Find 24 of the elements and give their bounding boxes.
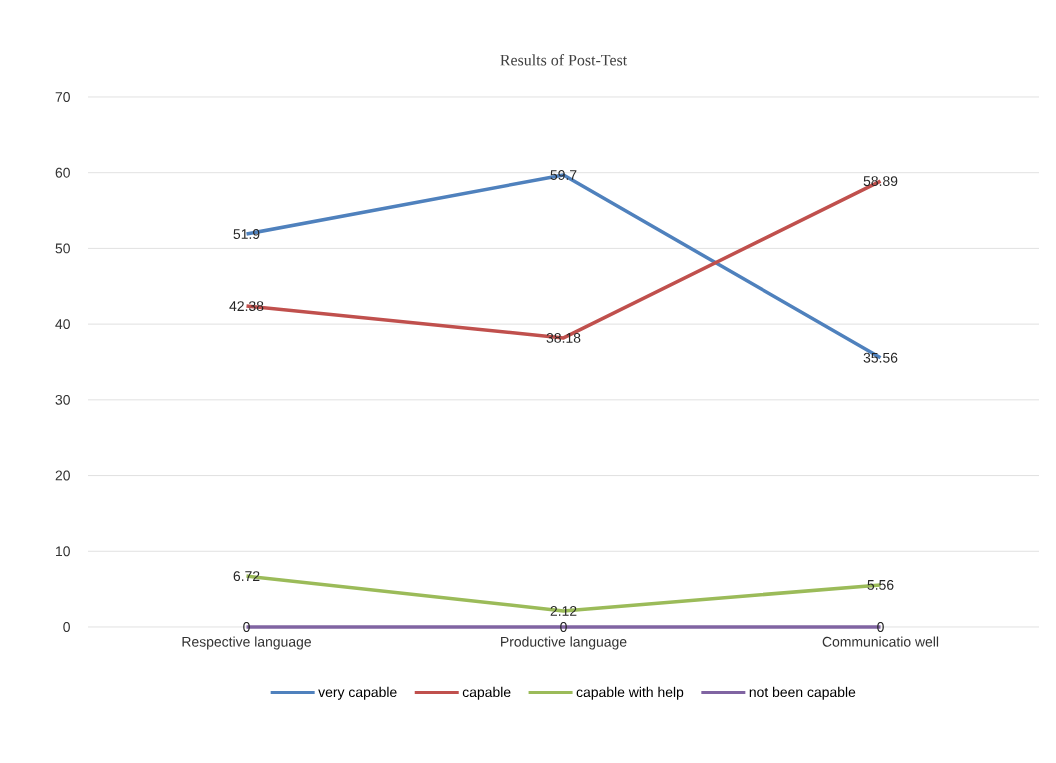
data-label: 0 xyxy=(877,622,884,632)
y-tick-label: 60 xyxy=(55,167,70,178)
x-tick-label: Communicatio well xyxy=(822,636,939,647)
data-label: 5.56 xyxy=(867,579,894,590)
legend-label: capable xyxy=(462,686,511,700)
legend-label: not been capable xyxy=(749,686,856,700)
y-tick-label: 30 xyxy=(55,394,70,405)
data-label: 42.38 xyxy=(229,301,264,312)
y-tick-label: 50 xyxy=(55,243,70,254)
data-label: 58.89 xyxy=(863,176,898,187)
y-tick-label: 10 xyxy=(56,546,70,557)
y-tick-label: 20 xyxy=(55,470,70,481)
data-label: 35.56 xyxy=(863,352,898,363)
data-label: 0 xyxy=(243,622,250,632)
legend-label: capable with help xyxy=(576,686,684,700)
y-tick-label: 70 xyxy=(55,92,70,102)
data-label: 6.72 xyxy=(233,571,260,582)
data-label: 51.9 xyxy=(233,229,260,239)
x-tick-label: Productive language xyxy=(501,636,627,650)
legend-label: very capable xyxy=(318,686,397,700)
y-tick-label: 40 xyxy=(55,319,70,330)
x-tick-label: Respective language xyxy=(182,636,311,650)
y-tick-label: 0 xyxy=(63,622,70,632)
chart-title: Results of Post-Test xyxy=(500,54,628,66)
